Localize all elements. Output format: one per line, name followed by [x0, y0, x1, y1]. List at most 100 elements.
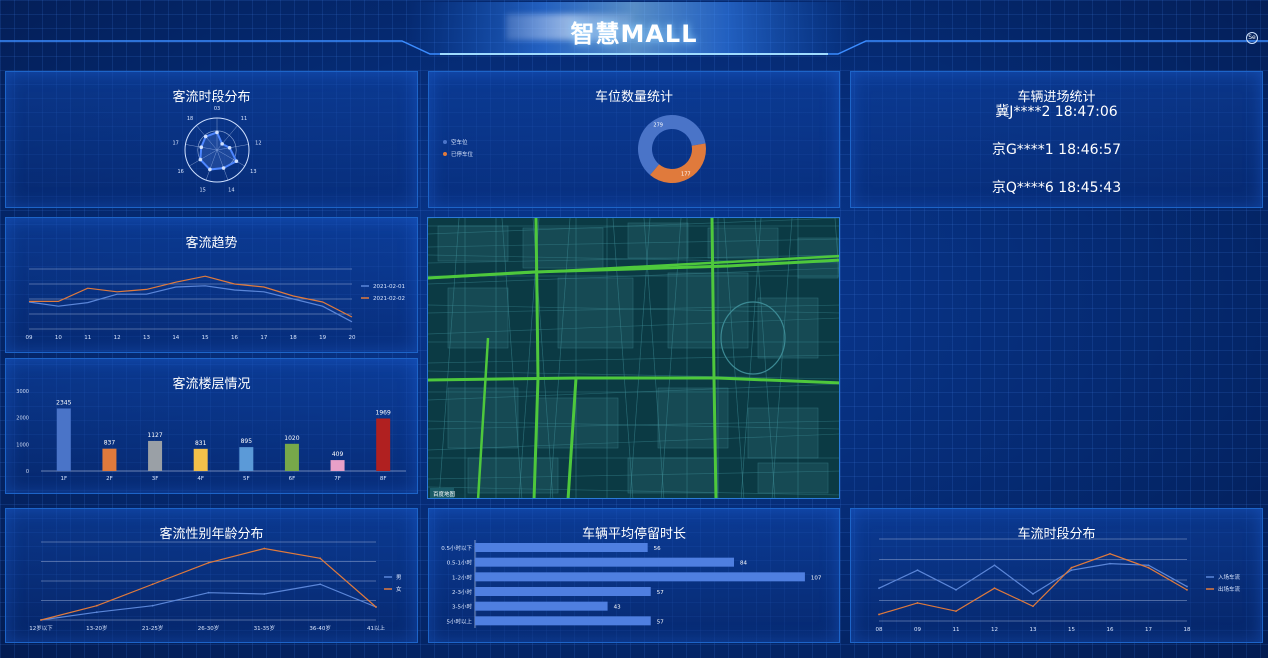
data-point — [1186, 588, 1188, 591]
x-tick-label: 31-35岁 — [254, 624, 275, 632]
panel-title: 车位数量统计 — [594, 90, 673, 105]
y-tick-label: 3000 — [16, 389, 29, 395]
bar-value-label: 57 — [657, 619, 664, 625]
data-point — [993, 564, 996, 567]
map-street — [428, 254, 839, 264]
bar-value-label: 56 — [654, 546, 661, 552]
data-point — [207, 561, 210, 564]
data-point — [916, 569, 919, 572]
data-point — [1070, 566, 1073, 569]
map-road — [428, 376, 839, 385]
x-tick-label: 15 — [1068, 627, 1075, 633]
series-line — [878, 553, 1188, 616]
y-tick-label: 0.5小时以下 — [441, 544, 472, 552]
y-tick-label: 0.5-1小时 — [447, 559, 473, 567]
map-building — [557, 277, 634, 349]
bar-value-label: 1127 — [147, 432, 162, 439]
data-point — [1186, 585, 1188, 588]
radar-label: 03 — [214, 106, 220, 112]
map-street — [428, 218, 839, 235]
y-tick-label: 1000 — [16, 442, 29, 448]
x-tick-label: 11 — [953, 627, 960, 633]
map-street — [428, 470, 839, 480]
bar — [475, 616, 651, 626]
x-tick-label: 7F — [334, 476, 341, 482]
bar — [239, 447, 254, 471]
y-tick-label: 3-5小时 — [452, 603, 472, 611]
donut-slice — [638, 114, 706, 175]
x-tick-label: 14 — [172, 335, 179, 341]
x-tick-label: 09 — [26, 335, 33, 341]
x-tick-label: 21-25岁 — [142, 624, 163, 632]
map-street — [428, 354, 839, 364]
map-logo-box — [430, 488, 454, 498]
series-line — [29, 275, 353, 318]
legend-dot — [443, 152, 447, 156]
bar — [475, 572, 805, 582]
map-street — [629, 218, 651, 498]
bar-value-label: 57 — [657, 590, 664, 596]
panel-title: 车辆平均停留时长 — [581, 527, 686, 542]
x-tick-label: 12岁以下 — [29, 624, 53, 632]
x-tick-label: 18 — [1184, 627, 1191, 633]
map-building — [447, 287, 509, 349]
x-tick-label: 17 — [260, 335, 267, 341]
map-street — [501, 218, 523, 498]
map-street — [771, 218, 793, 498]
y-tick-label: 1-2小时 — [452, 573, 472, 581]
x-tick-label: 10 — [55, 335, 62, 341]
data-point — [1147, 566, 1150, 569]
y-tick-label: 0 — [26, 469, 29, 475]
x-tick-label: 11 — [84, 335, 91, 341]
legend-label: 空车位 — [451, 138, 468, 146]
legend-label: 女 — [396, 585, 402, 593]
data-point — [151, 604, 154, 607]
y-tick-label: 5小时以上 — [447, 617, 473, 625]
legend-label: 出场车流 — [1218, 585, 1241, 593]
bar-value-label: 895 — [241, 438, 253, 445]
legend-label: 入场车流 — [1218, 573, 1241, 581]
radar-label: 13 — [250, 169, 256, 175]
map-road — [710, 218, 718, 498]
map-road — [428, 254, 839, 280]
x-tick-label: 08 — [876, 627, 883, 633]
legend-label: 男 — [396, 574, 402, 581]
legend-label: 已停车位 — [451, 150, 474, 158]
radar-point — [234, 159, 239, 163]
x-tick-label: 1F — [60, 476, 67, 482]
data-point — [263, 593, 266, 595]
panel-title: 客流楼层情况 — [172, 377, 251, 392]
map-logo: 百度地图 — [433, 490, 456, 498]
floor-bar-chart: 0 1000 2000 3000 2345 1F 837 2F 1127 3F 831 4F 895 5F… — [16, 389, 406, 482]
header-blurred-text — [506, 14, 632, 40]
vehicle-entry-panel: 车辆进场统计 冀J****2 18:47:06 京G****1 18:46:57… — [850, 71, 1263, 208]
data-point — [263, 547, 266, 550]
bar-value-label: 107 — [811, 575, 822, 581]
radar-point — [203, 134, 208, 139]
map-building — [747, 407, 819, 459]
radar-axis — [189, 149, 218, 167]
x-tick-label: 16 — [231, 335, 238, 341]
bar — [475, 543, 648, 552]
map-building — [537, 397, 619, 449]
data-point — [1032, 593, 1034, 595]
legend-dot — [443, 140, 447, 144]
data-point — [1109, 562, 1111, 565]
radar-label: 14 — [228, 187, 234, 193]
map-view[interactable]: 百度地图 — [427, 217, 840, 499]
map-canvas[interactable]: 百度地图 — [428, 218, 840, 499]
map-building — [627, 222, 689, 259]
fullscreen-button[interactable]: Se — [1246, 32, 1258, 44]
data-point — [955, 588, 957, 591]
map-street — [834, 218, 839, 280]
map-building — [707, 227, 779, 259]
x-tick-label: 5F — [243, 476, 250, 482]
radar-axis — [205, 149, 218, 181]
radar-chart: 03 11 12 13 14 15 16 17 18 — [172, 106, 261, 193]
x-tick-label: 12 — [114, 335, 121, 341]
data-point — [40, 619, 42, 621]
data-point — [878, 587, 880, 590]
map-roundabout — [720, 301, 786, 375]
donut-value-label: 279 — [653, 123, 663, 129]
bar-value-label: 1020 — [284, 435, 299, 442]
